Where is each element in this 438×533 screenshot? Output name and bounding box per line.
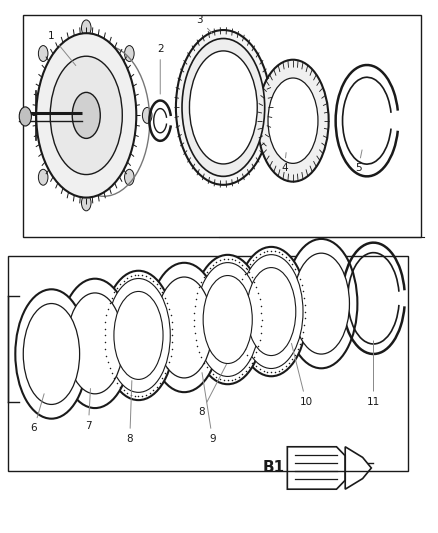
- Text: 11: 11: [367, 341, 380, 407]
- Ellipse shape: [176, 30, 271, 185]
- Polygon shape: [23, 14, 421, 237]
- Text: 7: 7: [85, 389, 92, 431]
- Text: B1: B1: [262, 461, 284, 475]
- Ellipse shape: [107, 279, 170, 392]
- Ellipse shape: [39, 45, 48, 61]
- Ellipse shape: [36, 33, 136, 198]
- Ellipse shape: [257, 60, 328, 182]
- Text: 6: 6: [31, 394, 44, 433]
- Ellipse shape: [81, 20, 91, 36]
- Ellipse shape: [39, 169, 48, 185]
- Text: 10: 10: [291, 343, 313, 407]
- Ellipse shape: [21, 108, 30, 123]
- Ellipse shape: [23, 303, 80, 405]
- Text: 1: 1: [48, 31, 76, 66]
- Ellipse shape: [15, 289, 88, 419]
- Ellipse shape: [235, 247, 307, 376]
- Ellipse shape: [102, 271, 175, 400]
- Ellipse shape: [148, 263, 220, 392]
- Ellipse shape: [67, 293, 123, 394]
- Ellipse shape: [293, 253, 350, 354]
- Ellipse shape: [81, 195, 91, 211]
- Text: 9: 9: [202, 373, 216, 444]
- Ellipse shape: [19, 107, 32, 126]
- Text: 4: 4: [281, 152, 288, 173]
- Ellipse shape: [203, 276, 252, 364]
- Ellipse shape: [50, 56, 122, 175]
- Ellipse shape: [72, 92, 100, 139]
- Text: 8: 8: [127, 381, 133, 444]
- Ellipse shape: [124, 45, 134, 61]
- Ellipse shape: [247, 268, 296, 356]
- Ellipse shape: [268, 78, 318, 164]
- Ellipse shape: [240, 255, 303, 368]
- Polygon shape: [8, 256, 408, 471]
- Text: 2: 2: [157, 44, 163, 94]
- Ellipse shape: [190, 51, 257, 164]
- Text: 8: 8: [198, 365, 226, 417]
- Ellipse shape: [124, 169, 134, 185]
- Ellipse shape: [142, 108, 152, 123]
- Ellipse shape: [156, 277, 212, 378]
- Ellipse shape: [182, 38, 265, 176]
- Text: 3: 3: [196, 15, 213, 34]
- Ellipse shape: [59, 279, 131, 408]
- Text: 5: 5: [355, 150, 362, 173]
- Ellipse shape: [196, 263, 259, 376]
- Ellipse shape: [285, 239, 357, 368]
- Ellipse shape: [191, 255, 264, 384]
- Ellipse shape: [114, 292, 163, 379]
